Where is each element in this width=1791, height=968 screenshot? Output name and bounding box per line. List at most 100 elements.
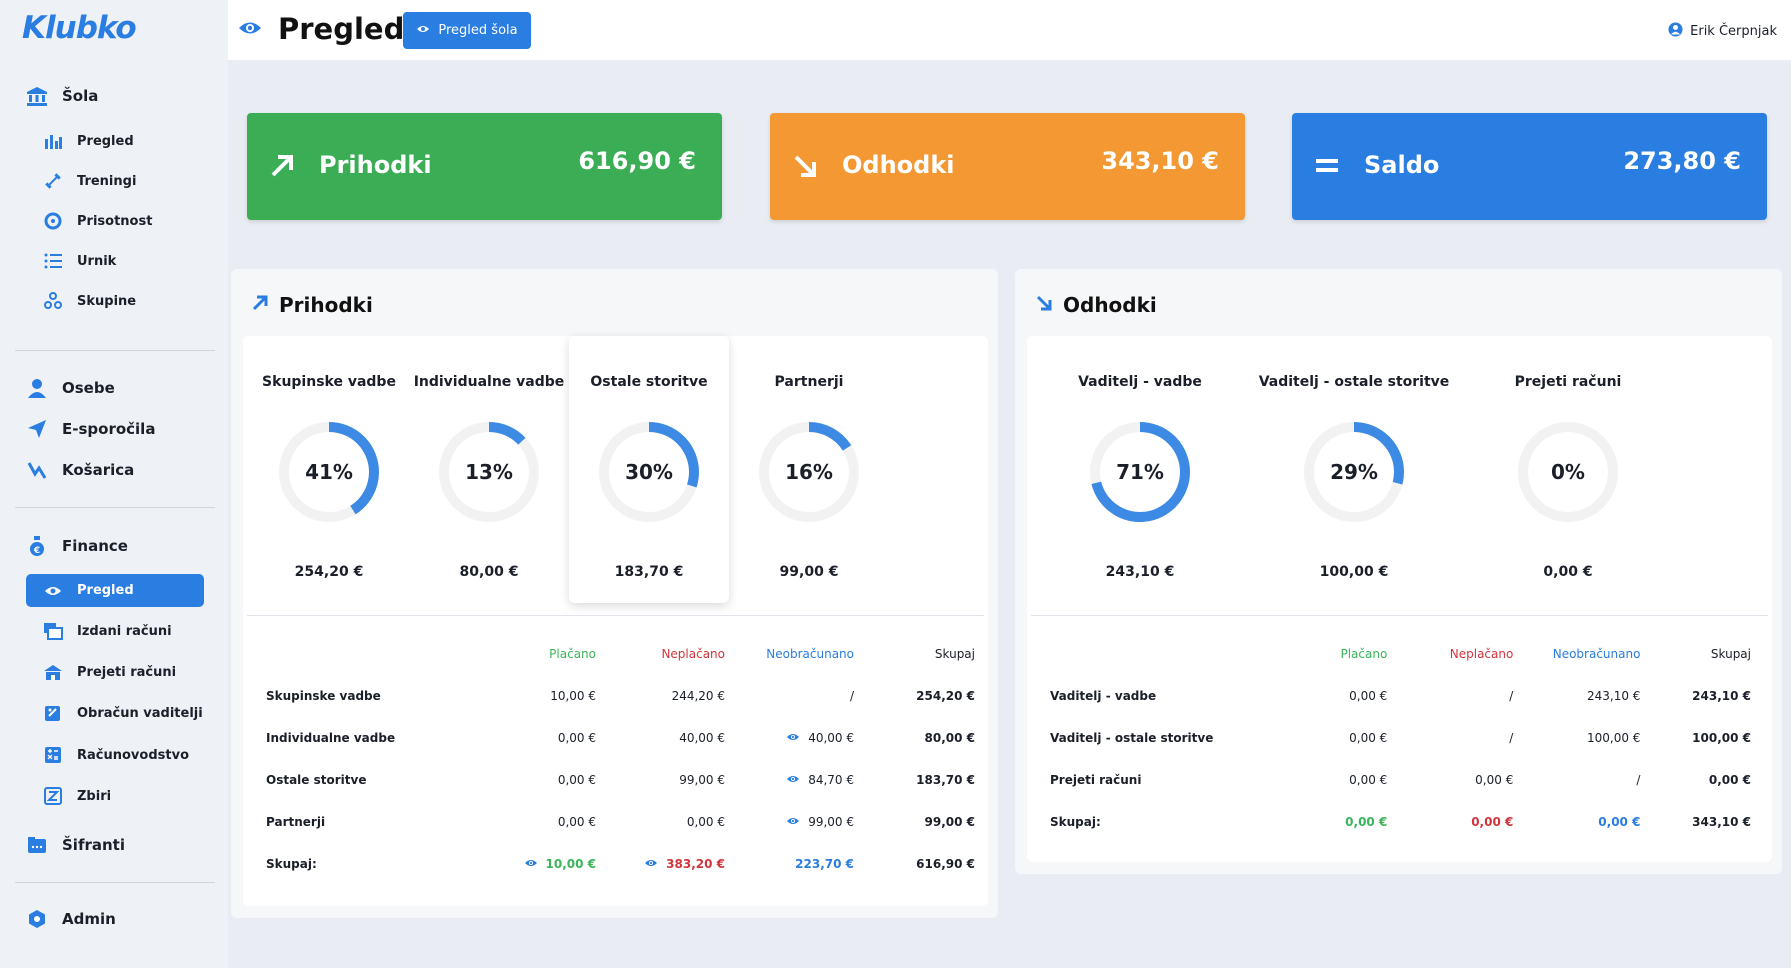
- total-paid: 0,00 €: [1213, 801, 1387, 843]
- income-summary-card[interactable]: Prihodki 616,90 €: [247, 113, 722, 220]
- sidebar: Klubko Šola Pregled Treningi Prisotnost …: [0, 0, 228, 968]
- total-unpaid: 0,00 €: [1387, 801, 1513, 843]
- donut-chart: [1090, 422, 1190, 522]
- donut-percent: 0%: [1551, 460, 1585, 484]
- nav-finance[interactable]: € Finance: [26, 535, 128, 557]
- arrow-down-right-icon: [1035, 293, 1053, 317]
- cell-unpaid: /: [1387, 675, 1513, 717]
- eye-icon[interactable]: [786, 815, 800, 829]
- nav-admin[interactable]: Admin: [26, 908, 116, 930]
- nav-school-prisotnost[interactable]: Prisotnost: [43, 211, 152, 231]
- header-name: [1050, 633, 1213, 675]
- row-name-text: Individualne vadbe: [266, 731, 396, 745]
- table-row: Vaditelj - ostale storitve 0,00 € / 100,00 …: [1050, 717, 1751, 759]
- sidebar-divider: [15, 882, 215, 883]
- cell-unpaid: 99,00 €: [596, 759, 725, 801]
- nav-label: Računovodstvo: [77, 747, 189, 763]
- nav-label: Urnik: [77, 253, 117, 269]
- donut-title: Vaditelj - vadbe: [1078, 374, 1202, 390]
- groups-icon: [43, 291, 63, 311]
- income-card: Skupinske vadbe 41% 254,20 € Individualne v…: [243, 336, 988, 906]
- nav-kosarica[interactable]: Košarica: [26, 459, 134, 481]
- cell-total-text: 183,70 €: [916, 773, 975, 787]
- nav-finance-racunovodstvo[interactable]: Računovodstvo: [43, 745, 189, 765]
- row-name: Skupinske vadbe: [266, 675, 416, 717]
- donut-percent: 41%: [305, 460, 353, 484]
- donut-title: Prejeti računi: [1514, 374, 1622, 390]
- nav-school[interactable]: Šola: [26, 85, 98, 107]
- nav-finance-prejeti-racuni[interactable]: Prejeti računi: [43, 662, 176, 682]
- school-overview-button[interactable]: Pregled šola: [403, 12, 531, 49]
- eye-icon[interactable]: [786, 731, 800, 745]
- nav-label: E-sporočila: [62, 420, 156, 438]
- nav-school-pregled[interactable]: Pregled: [43, 131, 134, 151]
- income-panel-title: Prihodki: [251, 293, 373, 317]
- donut-amount: 0,00 €: [1543, 564, 1593, 580]
- nav-finance-izdani-racuni[interactable]: Izdani računi: [43, 621, 172, 641]
- cell-unpaid-text: 40,00 €: [679, 731, 725, 745]
- nav-finance-pregled[interactable]: Pregled: [26, 574, 204, 607]
- row-name: Partnerji: [266, 801, 416, 843]
- nav-school-urnik[interactable]: Urnik: [43, 251, 116, 271]
- eye-icon[interactable]: [786, 773, 800, 787]
- cell-total: 100,00 €: [1640, 717, 1751, 759]
- header-total: Skupaj: [1710, 647, 1751, 661]
- send-icon: [26, 418, 48, 440]
- cell-paid: 0,00 €: [1213, 759, 1387, 801]
- basketball-icon: [26, 459, 48, 481]
- donut-card[interactable]: Vaditelj - ostale storitve 29% 100,00 €: [1247, 336, 1461, 603]
- total-unbilled: 0,00 €: [1513, 801, 1640, 843]
- header-unbilled: Neobračunano: [766, 647, 854, 661]
- income-panel-title-text: Prihodki: [279, 293, 373, 317]
- nav-school-label: Šola: [62, 87, 99, 105]
- user-menu[interactable]: Erik Čerpnjak: [1668, 22, 1777, 41]
- donut-percent: 30%: [625, 460, 673, 484]
- eye-icon[interactable]: [524, 857, 538, 871]
- balance-summary-label: Saldo: [1364, 151, 1440, 179]
- donut-arc: [439, 422, 539, 522]
- donut-chart: [759, 422, 859, 522]
- expense-summary-card[interactable]: Odhodki 343,10 €: [770, 113, 1245, 220]
- nav-esporocila[interactable]: E-sporočila: [26, 418, 155, 440]
- income-summary-label: Prihodki: [319, 151, 432, 179]
- donut-card[interactable]: Prejeti računi 0% 0,00 €: [1461, 336, 1675, 603]
- donut-card[interactable]: Vaditelj - vadbe 71% 243,10 €: [1033, 336, 1247, 603]
- cell-paid: 0,00 €: [416, 759, 596, 801]
- cell-unpaid-text: 244,20 €: [671, 689, 725, 703]
- cell-unpaid-text: /: [1509, 731, 1514, 745]
- arrow-up-right-icon: [251, 293, 269, 317]
- nav-finance-zbiri[interactable]: Zbiri: [43, 786, 111, 806]
- cell-unbilled: /: [1513, 759, 1640, 801]
- cell-paid-text: 0,00 €: [557, 815, 596, 829]
- nav-school-treningi[interactable]: Treningi: [43, 171, 136, 191]
- bar-chart-icon: [43, 131, 63, 151]
- nav-finance-obracun-vaditelji[interactable]: Obračun vaditelji: [43, 703, 203, 723]
- total-sum-text: 616,90 €: [916, 857, 975, 871]
- attendance-icon: [43, 211, 63, 231]
- nav-sifranti[interactable]: Šifranti: [26, 834, 125, 856]
- donut-card[interactable]: Skupinske vadbe 41% 254,20 €: [249, 336, 409, 603]
- user-icon: [1668, 22, 1683, 41]
- nav-label: Admin: [62, 910, 116, 928]
- header-paid: Plačano: [1340, 647, 1388, 661]
- donut-arc: [1090, 422, 1190, 522]
- nav-label: Obračun vaditelji: [77, 705, 203, 721]
- expense-panel: Odhodki Vaditelj - vadbe 71% 243,10 € Vadit…: [1015, 269, 1782, 874]
- total-paid-text: 0,00 €: [1345, 815, 1388, 829]
- expense-card: Vaditelj - vadbe 71% 243,10 € Vaditelj - os…: [1027, 336, 1772, 862]
- page-title: Pregled: [278, 12, 405, 46]
- eye-icon[interactable]: [644, 857, 658, 871]
- cell-total-text: 99,00 €: [924, 815, 975, 829]
- dumbbell-icon: [43, 171, 63, 191]
- nav-school-skupine[interactable]: Skupine: [43, 291, 136, 311]
- hexagon-icon: [26, 908, 48, 930]
- donut-card[interactable]: Ostale storitve 30% 183,70 €: [569, 336, 729, 603]
- donut-percent: 71%: [1116, 460, 1164, 484]
- nav-osebe[interactable]: Osebe: [26, 377, 115, 399]
- total-sum: 343,10 €: [1640, 801, 1751, 843]
- balance-summary-card[interactable]: Saldo 273,80 €: [1292, 113, 1767, 220]
- donut-card[interactable]: Individualne vadbe 13% 80,00 €: [409, 336, 569, 603]
- row-name-text: Vaditelj - vadbe: [1050, 689, 1157, 703]
- app-logo[interactable]: Klubko: [22, 10, 137, 46]
- donut-card[interactable]: Partnerji 16% 99,00 €: [729, 336, 889, 603]
